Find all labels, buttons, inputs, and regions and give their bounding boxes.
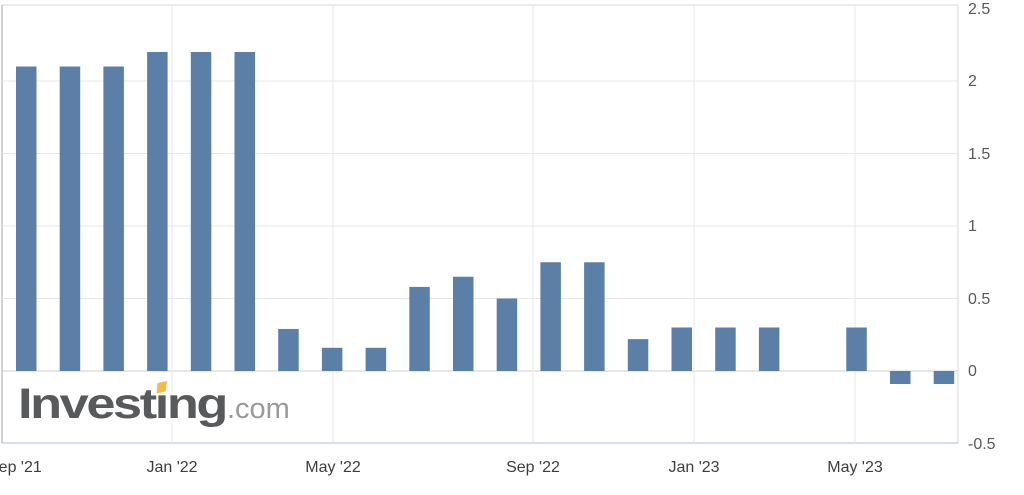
svg-text:May '22: May '22	[305, 459, 361, 476]
svg-text:Jan '22: Jan '22	[146, 459, 197, 476]
svg-text:Investing: Investing	[18, 380, 226, 428]
svg-text:May '23: May '23	[827, 459, 883, 476]
svg-text:0: 0	[968, 363, 977, 380]
svg-text:.com: .com	[227, 393, 290, 425]
svg-text:1.5: 1.5	[968, 146, 990, 163]
svg-text:Sep '21: Sep '21	[0, 459, 42, 476]
svg-text:0.5: 0.5	[968, 291, 990, 308]
svg-text:1: 1	[968, 218, 977, 235]
svg-text:-0.5: -0.5	[968, 436, 996, 453]
svg-text:Sep '22: Sep '22	[506, 459, 560, 476]
svg-text:Jan '23: Jan '23	[668, 459, 719, 476]
svg-text:2: 2	[968, 73, 977, 90]
svg-text:2.5: 2.5	[968, 1, 990, 18]
